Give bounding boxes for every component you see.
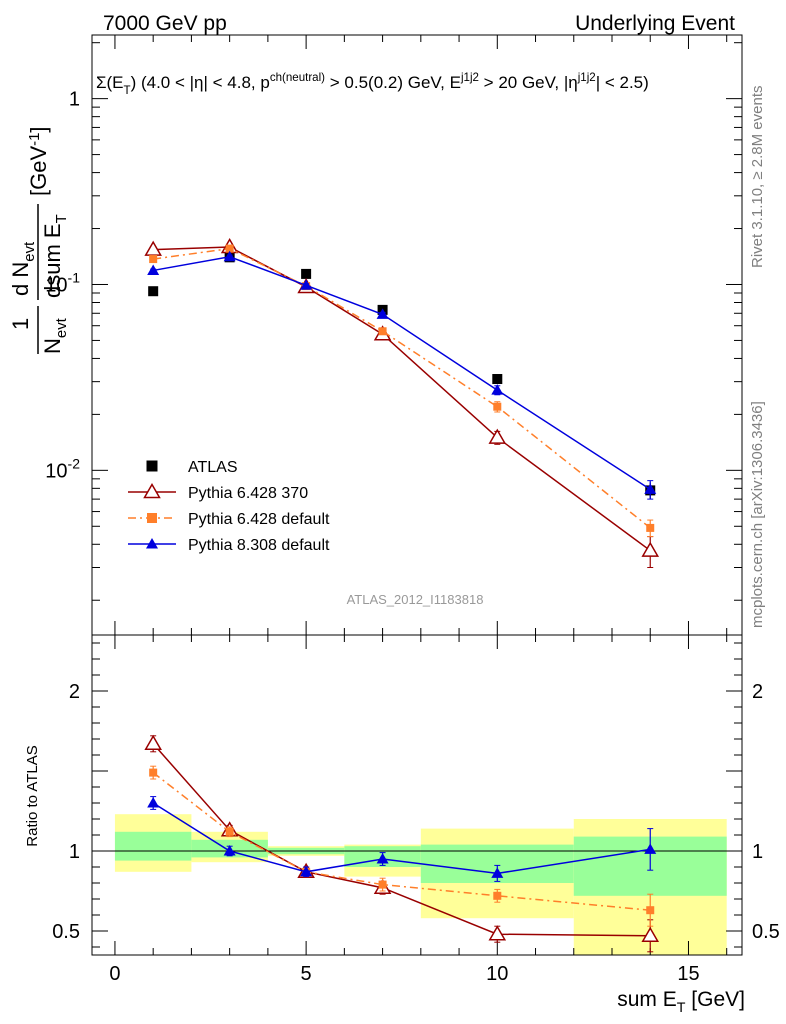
data-point (644, 843, 657, 854)
y-label-text: d Nevt (8, 241, 38, 296)
ratio-y-tick-label-right: 2 (752, 681, 763, 703)
data-point (225, 244, 234, 253)
plot-title: Σ(ET) (4.0 < |η| < 4.8, pch(neutral) > 0… (96, 72, 649, 97)
x-tick-label: 15 (677, 963, 699, 985)
data-point (641, 541, 660, 557)
series-line (152, 743, 651, 937)
data-point (376, 853, 389, 864)
legend-label: Pythia 6.428 370 (188, 485, 308, 502)
data-point (646, 523, 655, 532)
ratio-panel-series (144, 734, 660, 953)
data-point (146, 538, 158, 549)
data-point (376, 308, 389, 319)
data-point (378, 327, 387, 336)
y-tick-label: 1 (69, 89, 80, 111)
ratio-y-tick-label: 2 (69, 681, 80, 703)
header-left: 7000 GeV pp (103, 12, 227, 35)
ratio-y-axis-label: Ratio to ATLAS (24, 745, 41, 846)
data-point (223, 845, 236, 856)
series-line (152, 772, 651, 911)
ratio-y-tick-label-right: 1 (752, 841, 763, 863)
series-pythia-6-428-default (149, 244, 655, 538)
data-point (144, 240, 162, 256)
data-point (493, 891, 502, 900)
legend: ATLAS Pythia 6.428 370 Pythia 6.428 defaul… (128, 459, 330, 554)
data-point (149, 255, 158, 264)
ratio-y-tick-label: 0.5 (52, 921, 80, 943)
y-tick-label: 10-2 (45, 455, 80, 482)
series-line (153, 246, 651, 552)
series-pythia-8-308-default (147, 250, 657, 500)
data-point (300, 279, 313, 290)
ratio-frame (91, 634, 743, 956)
data-point (493, 402, 502, 411)
y-label-text: dsum ET (40, 214, 70, 298)
x-tick-label: 5 (301, 963, 312, 985)
data-point (491, 867, 504, 878)
data-point (491, 384, 504, 395)
data-point (147, 797, 160, 808)
data-point (225, 827, 234, 836)
main-panel-series (144, 238, 660, 569)
data-point (144, 734, 162, 751)
ratio-uncertainty-bands (92, 814, 742, 955)
data-point (488, 428, 507, 444)
rivet-label: Rivet 3.1.10, ≥ 2.8M events (749, 86, 766, 269)
y-label-unit: [GeV-1] (26, 126, 51, 196)
data-point (147, 513, 157, 523)
series-pythia-8-308-default (147, 796, 657, 882)
data-point (223, 250, 236, 262)
series-line (152, 802, 651, 875)
series-line (153, 255, 651, 490)
ratio-y-tick-label: 1 (69, 841, 80, 863)
header-right: Underlying Event (575, 12, 735, 35)
legend-label: Pythia 8.308 default (188, 537, 330, 554)
data-point (301, 268, 312, 279)
x-tick-label: 10 (486, 963, 508, 985)
data-point (641, 926, 660, 943)
y-label-text: 1 (8, 318, 33, 330)
legend-label: ATLAS (188, 459, 238, 476)
analysis-watermark: ATLAS_2012_I1183818 (347, 592, 484, 607)
legend-label: Pythia 6.428 default (188, 511, 330, 528)
data-point (488, 925, 507, 941)
data-point (646, 906, 655, 915)
data-point (378, 880, 387, 889)
series-line (153, 247, 651, 529)
x-axis-label: sum ET [GeV] (617, 988, 745, 1016)
data-point (148, 286, 159, 297)
data-point (300, 865, 313, 877)
band-green (114, 831, 192, 861)
data-point (492, 374, 503, 385)
y-tick-label: 10-1 (45, 269, 80, 296)
ratio-y-tick-label-right: 0.5 (752, 921, 780, 943)
data-point (146, 460, 158, 472)
ratio-panel-axes: 0 5 10 15 0.5 0.5 1 1 2 2 (52, 634, 780, 985)
mcplots-label: mcplots.cern.ch [arXiv:1306.3436] (749, 401, 766, 628)
data-point (149, 768, 158, 777)
data-point (147, 264, 160, 275)
x-tick-label: 0 (109, 963, 120, 985)
y-label-text: Nevt (40, 317, 70, 354)
data-point (644, 483, 657, 494)
data-point (143, 482, 161, 499)
